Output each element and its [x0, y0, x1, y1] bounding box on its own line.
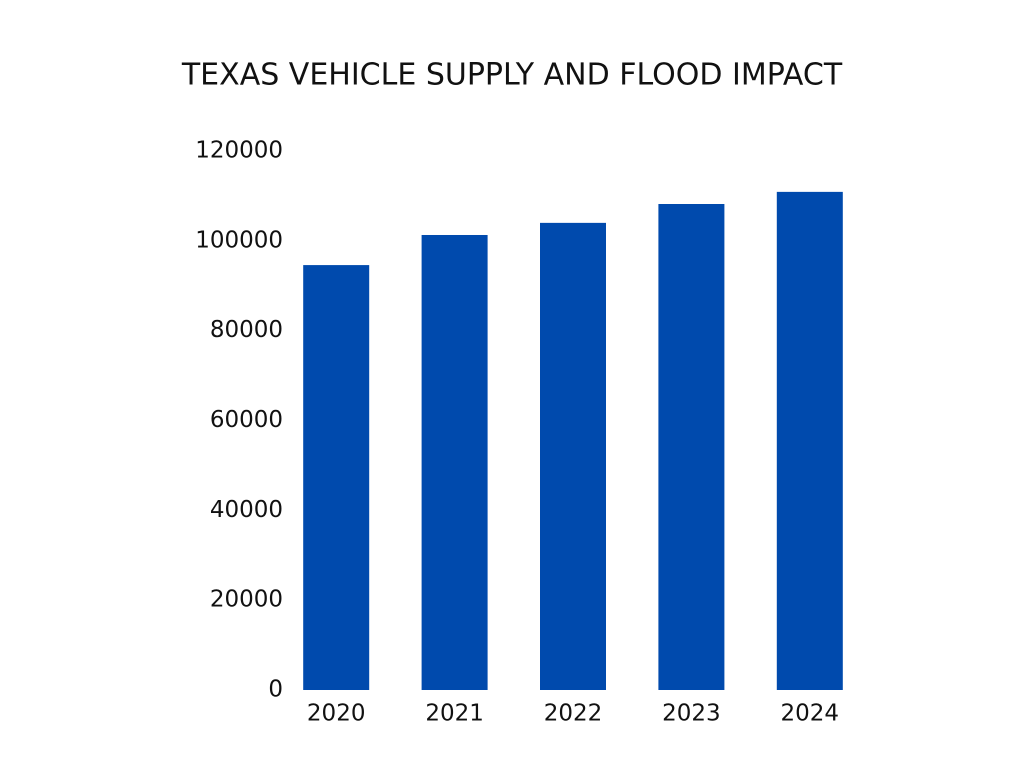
- x-tick-label: 2023: [662, 701, 721, 727]
- bar: [421, 234, 488, 690]
- bar: [776, 191, 843, 691]
- x-tick-label: 2024: [781, 701, 840, 727]
- bar: [658, 204, 725, 691]
- y-tick-label: 0: [268, 677, 283, 703]
- y-tick-label: 20000: [210, 587, 283, 613]
- y-tick-label: 60000: [210, 407, 283, 433]
- y-tick-label: 40000: [210, 497, 283, 523]
- x-tick-label: 2022: [544, 701, 603, 727]
- bar: [303, 265, 370, 690]
- x-tick-label: 2020: [307, 701, 366, 727]
- x-tick-label: 2021: [425, 701, 484, 727]
- bar: [540, 222, 606, 690]
- y-tick-label: 120000: [195, 138, 283, 164]
- y-tick-label: 80000: [210, 317, 283, 343]
- y-tick-label: 100000: [195, 227, 283, 253]
- chart-title: TEXAS VEHICLE SUPPLY AND FLOOD IMPACT: [181, 58, 843, 93]
